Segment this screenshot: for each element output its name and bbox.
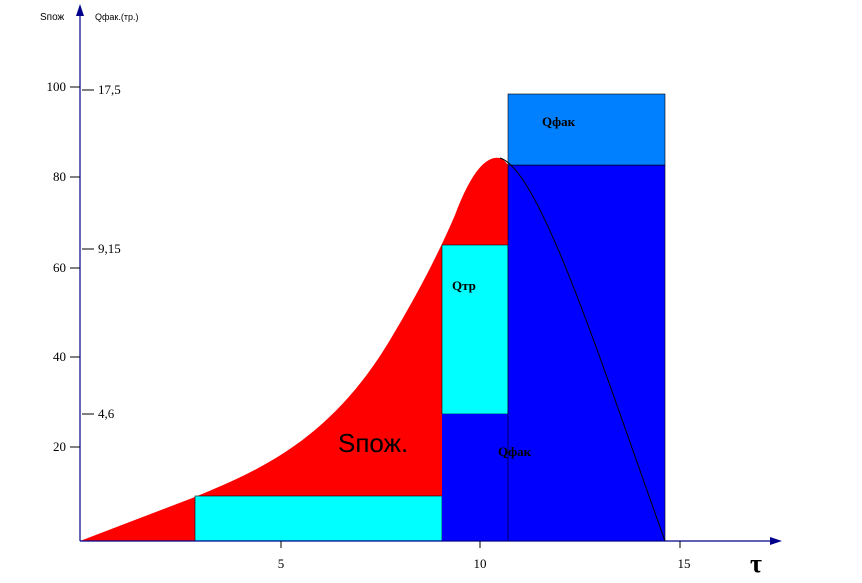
cyan-block: [441, 244, 509, 415]
arrow: [76, 4, 84, 16]
region-label: Qфак: [542, 114, 576, 129]
cyan-block: [194, 495, 443, 542]
x-tick-label: 15: [678, 556, 691, 571]
light-blue-block: [507, 93, 666, 166]
x-tick-label: 10: [474, 556, 487, 571]
y-label: Sпож: [40, 12, 65, 23]
y2-tick-label: 17,5: [98, 82, 121, 97]
x-tick-label: 5: [278, 556, 285, 571]
y2-tick-label: 4,6: [98, 406, 115, 421]
fire-area: [80, 157, 508, 541]
arrow: [770, 537, 782, 545]
region-label: Qфак: [498, 444, 532, 459]
y-tick-label: 100: [47, 79, 67, 94]
y-tick-label: 40: [53, 349, 66, 364]
blue-block: [507, 164, 666, 542]
curve: [499, 157, 666, 542]
y-tick-label: 20: [53, 439, 66, 454]
x-label: τ: [750, 549, 762, 578]
y2-tick-label: 9,15: [98, 241, 121, 256]
y2-label: Qфак.(тр.): [95, 12, 138, 22]
region-label: Qтр: [452, 278, 476, 293]
y-tick-label: 80: [53, 169, 66, 184]
y-tick-label: 60: [53, 260, 66, 275]
blue-block: [442, 414, 508, 541]
region-label: Sпож.: [338, 428, 408, 458]
